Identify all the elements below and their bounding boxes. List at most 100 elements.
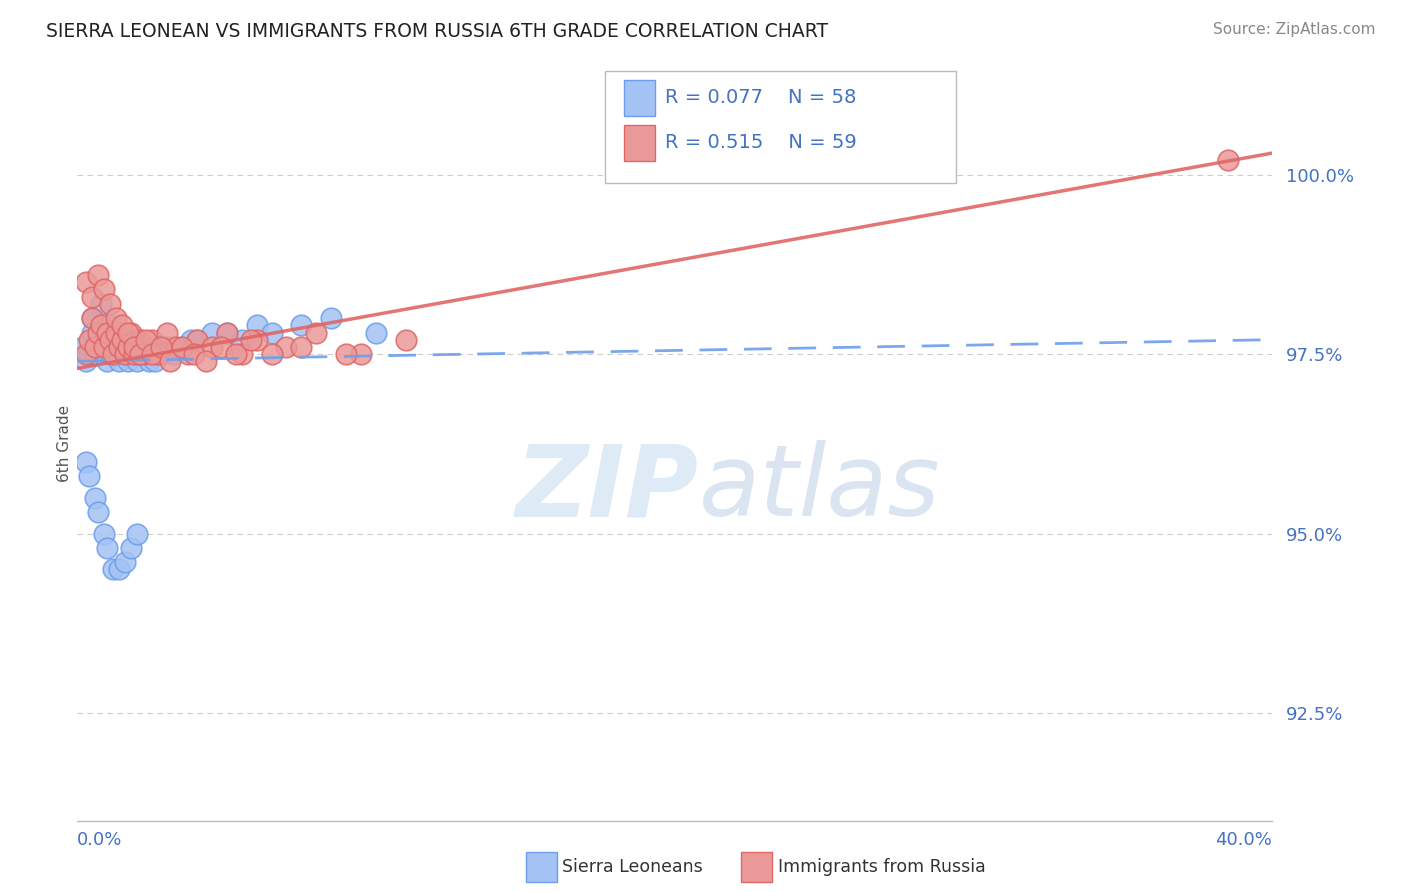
Point [75, 347, 97, 361]
Point [120, 541, 142, 555]
Point [117, 326, 139, 340]
Point [84, 340, 107, 354]
Point [260, 347, 283, 361]
Text: 40.0%: 40.0% [1216, 831, 1272, 849]
Point [395, 333, 418, 347]
Point [82, 311, 104, 326]
Point [108, 354, 131, 368]
Point [246, 318, 269, 333]
Point [215, 326, 238, 340]
Point [79, 469, 101, 483]
Point [84, 347, 107, 361]
Point [150, 340, 173, 354]
Point [96, 326, 118, 340]
Point [103, 347, 124, 361]
Point [290, 340, 312, 354]
Point [127, 347, 149, 361]
Point [194, 354, 217, 368]
Point [186, 333, 208, 347]
Point [82, 326, 104, 340]
Point [111, 333, 134, 347]
Point [98, 318, 121, 333]
Point [141, 347, 163, 361]
Text: Source: ZipAtlas.com: Source: ZipAtlas.com [1212, 22, 1375, 37]
Point [98, 347, 121, 361]
Point [162, 347, 184, 361]
Point [183, 347, 205, 361]
Point [96, 354, 118, 368]
Text: Sierra Leoneans: Sierra Leoneans [562, 858, 703, 876]
Point [93, 526, 115, 541]
Point [96, 326, 118, 340]
Point [156, 326, 179, 340]
Point [122, 340, 145, 354]
Point [231, 347, 253, 361]
Point [122, 340, 145, 354]
Point [127, 526, 149, 541]
Point [79, 333, 101, 347]
Point [72, 340, 94, 354]
Point [141, 333, 163, 347]
Point [165, 340, 187, 354]
Point [82, 290, 104, 304]
Point [127, 354, 149, 368]
Point [366, 326, 388, 340]
Point [239, 333, 262, 347]
Text: Immigrants from Russia: Immigrants from Russia [778, 858, 986, 876]
Point [231, 333, 253, 347]
Point [150, 347, 173, 361]
Point [201, 340, 224, 354]
Point [84, 491, 107, 505]
Point [170, 340, 193, 354]
Point [129, 347, 152, 361]
Point [111, 318, 134, 333]
Point [120, 326, 142, 340]
Point [82, 311, 104, 326]
Point [260, 326, 283, 340]
Point [108, 340, 131, 354]
Point [159, 354, 181, 368]
Point [98, 333, 121, 347]
Point [103, 562, 124, 576]
Point [350, 347, 373, 361]
Point [305, 326, 328, 340]
Point [93, 340, 115, 354]
Point [215, 326, 238, 340]
Point [108, 562, 131, 576]
Point [87, 326, 110, 340]
Point [111, 340, 134, 354]
Point [103, 326, 124, 340]
Point [93, 340, 115, 354]
Point [170, 340, 193, 354]
Text: ZIP: ZIP [516, 441, 699, 538]
Point [335, 347, 357, 361]
Point [225, 347, 247, 361]
Point [290, 318, 312, 333]
Point [114, 347, 136, 361]
Point [135, 340, 157, 354]
Point [186, 333, 208, 347]
Point [177, 347, 200, 361]
Point [143, 354, 166, 368]
Point [1216, 153, 1239, 168]
Point [98, 297, 121, 311]
Point [87, 333, 110, 347]
Point [75, 354, 97, 368]
Point [114, 555, 136, 569]
Point [117, 354, 139, 368]
Text: atlas: atlas [699, 441, 941, 538]
Point [201, 326, 224, 340]
Point [321, 311, 343, 326]
Point [90, 318, 112, 333]
Point [132, 347, 155, 361]
Point [93, 282, 115, 296]
Point [120, 347, 142, 361]
Text: SIERRA LEONEAN VS IMMIGRANTS FROM RUSSIA 6TH GRADE CORRELATION CHART: SIERRA LEONEAN VS IMMIGRANTS FROM RUSSIA… [46, 22, 828, 41]
Text: R = 0.077    N = 58: R = 0.077 N = 58 [665, 88, 856, 107]
Point [129, 333, 152, 347]
Point [75, 455, 97, 469]
Point [75, 275, 97, 289]
Point [129, 333, 152, 347]
Point [87, 268, 110, 282]
Text: 0.0%: 0.0% [77, 831, 122, 849]
